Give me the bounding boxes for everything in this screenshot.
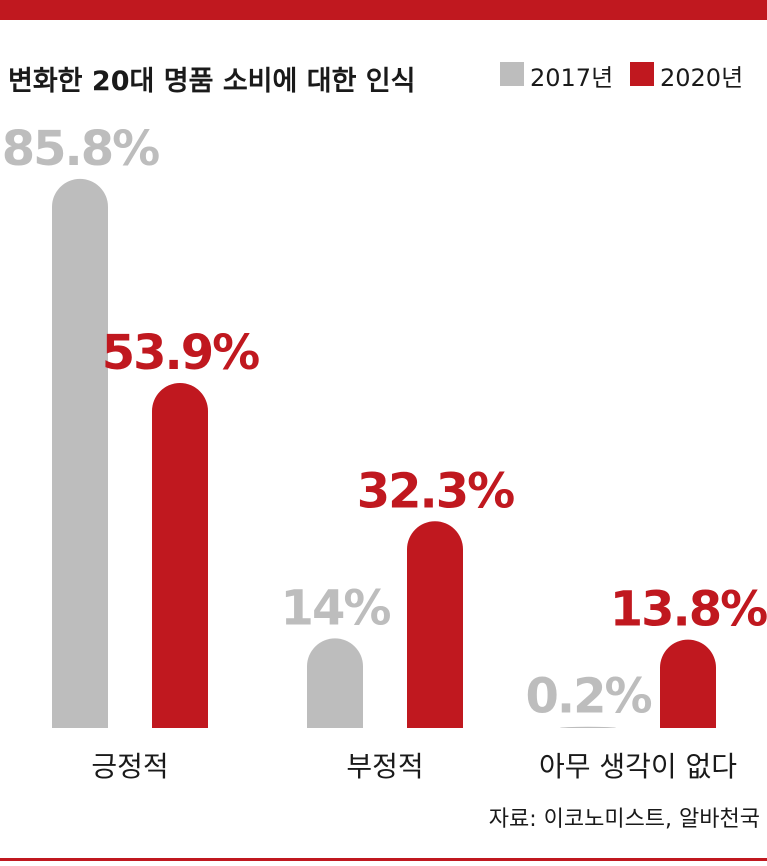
legend-swatch-2020 (630, 62, 654, 86)
top-accent-bar (0, 0, 767, 20)
bar-negative-2017 (307, 638, 363, 728)
value-label-no-opinion-2020: 13.8% (610, 582, 767, 638)
bottom-rule (0, 858, 767, 861)
category-label-negative: 부정적 (346, 750, 423, 783)
legend-label-2020: 2020년 (660, 64, 743, 92)
value-label-positive-2020: 53.9% (102, 325, 259, 381)
value-label-negative-2020: 32.3% (357, 463, 514, 519)
legend-label-2017: 2017년 (530, 64, 613, 92)
bar-negative-2020 (407, 521, 463, 728)
category-label-positive: 긍정적 (91, 750, 168, 783)
value-label-no-opinion-2017: 0.2% (525, 669, 651, 725)
category-label-no-opinion: 아무 생각이 없다 (539, 750, 737, 783)
bar-no-opinion-2020 (660, 639, 716, 728)
source-note: 자료: 이코노미스트, 알바천국 (489, 807, 760, 832)
bar-positive-2020 (152, 383, 208, 728)
chart-title: 변화한 20대 명품 소비에 대한 인식 (8, 66, 416, 97)
bar-no-opinion-2017 (560, 726, 616, 728)
legend-swatch-2017 (500, 62, 524, 86)
value-label-negative-2017: 14% (281, 580, 391, 636)
value-label-positive-2017: 85.8% (2, 121, 159, 177)
bar-positive-2017 (52, 178, 108, 728)
